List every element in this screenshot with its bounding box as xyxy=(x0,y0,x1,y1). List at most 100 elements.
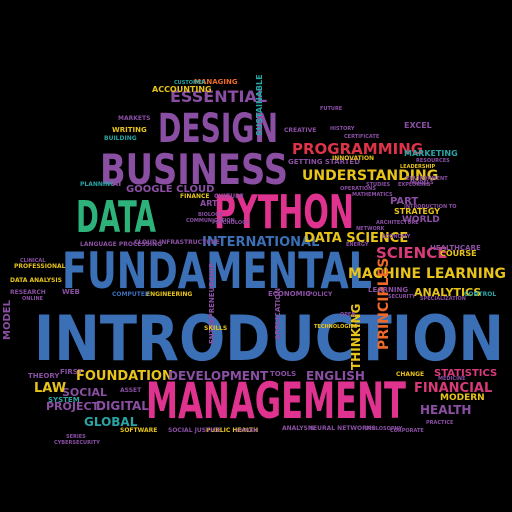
word-entrepreneurship: ENTREPRENEURSHIP xyxy=(208,263,216,344)
word-health: HEALTH xyxy=(420,403,471,417)
word-security: SECURITY xyxy=(388,294,416,300)
word-understanding: UNDERSTANDING xyxy=(302,168,438,184)
word-markets: MARKETS xyxy=(118,115,150,122)
word-python: PYTHON xyxy=(214,185,354,239)
word-certificate: CERTIFICATE xyxy=(344,134,380,140)
word-energy: ENERGY xyxy=(346,242,369,248)
word-programming: PROGRAMMING xyxy=(292,140,423,158)
word-research: RESEARCH xyxy=(10,289,46,296)
word-data: DATA xyxy=(76,192,156,243)
word-application: APPLICATION xyxy=(274,288,282,340)
word-english: ENGLISH xyxy=(306,369,365,383)
word-finance: FINANCE xyxy=(180,193,210,200)
word-part: PART xyxy=(390,196,418,207)
word-exploring: EXPLORING xyxy=(398,182,430,188)
word-planning: PLANNING xyxy=(80,181,115,188)
word-thinking: THINKING xyxy=(349,304,363,370)
word-strategy: STRATEGY xyxy=(394,207,440,216)
word-introduction: INTRODUCTION xyxy=(34,302,504,375)
word-ai: AI xyxy=(112,179,121,188)
word-world: WORLD xyxy=(402,215,440,225)
word-corporate: CORPORATE xyxy=(390,428,424,434)
word-introduction-to: INTRODUCTION TO xyxy=(404,204,457,210)
word-development: DEVELOPMENT xyxy=(168,369,269,383)
word-data-science: DATA SCIENCE xyxy=(304,231,408,246)
word-series: SERIES xyxy=(66,434,86,440)
word-resources: RESOURCES xyxy=(416,158,450,164)
word-software: SOFTWARE xyxy=(120,427,157,434)
word-web: WEB xyxy=(62,288,80,296)
word-law: LAW xyxy=(34,381,66,396)
word-studies: STUDIES xyxy=(366,182,390,188)
word-system: SYSTEM xyxy=(48,396,80,404)
word-communication: COMMUNICATION xyxy=(186,218,235,224)
word-science: SCIENCE xyxy=(376,244,447,262)
word-social-justice: SOCIAL JUSTICE xyxy=(168,427,221,434)
word-neural-networks: NEURAL NETWORKS xyxy=(308,425,376,432)
word-cloud-infrastructure: CLOUD INFRASTRUCTURE xyxy=(134,239,220,246)
word-accounting: ACCOUNTING xyxy=(152,85,212,94)
word-clinical: CLINICAL xyxy=(20,258,46,264)
word-philosophy: PHILOSOPHY xyxy=(366,426,403,432)
word-change: CHANGE xyxy=(396,371,424,378)
word-creative: CREATIVE xyxy=(284,127,316,134)
word-analytics: ANALYTICS xyxy=(414,286,481,299)
word-digital: DIGITAL xyxy=(96,399,149,413)
word-mathematics: MATHEMATICS xyxy=(352,192,393,198)
word-management: MANAGEMENT xyxy=(146,372,406,430)
word-fundamental: FUNDAMENTAL xyxy=(62,242,372,300)
word-architecture: ARCHITECTURE xyxy=(376,220,419,226)
word-first: FIRST xyxy=(60,368,83,376)
word-theory: THEORY xyxy=(28,372,60,380)
word-business: BUSINESS xyxy=(100,145,288,194)
word-public-health: PUBLIC HEALTH xyxy=(206,427,258,434)
word-asset: ASSET xyxy=(120,387,142,394)
word-customer: CUSTOMER xyxy=(174,80,205,86)
word-open: OPEN xyxy=(340,312,356,318)
word-essential: ESSENTIAL xyxy=(170,87,267,106)
word-excel: EXCEL xyxy=(404,121,432,130)
word-getting-started: GETTING STARTED xyxy=(288,158,360,166)
word-marketing: MARKETING xyxy=(404,149,458,158)
word-practice: PRACTICE xyxy=(426,420,454,426)
word-psychology: PSYCHOLOGY xyxy=(212,220,250,226)
word-medicine: MEDICINE xyxy=(438,376,466,382)
word-global: GLOBAL xyxy=(84,415,138,429)
word-project: PROJECT xyxy=(46,400,100,413)
word-building: BUILDING xyxy=(104,135,137,142)
word-managing: MANAGING xyxy=(194,78,238,86)
word-international: INTERNATIONAL xyxy=(202,235,319,250)
word-analysis: ANALYSIS xyxy=(282,425,314,432)
word-professional: PROFESSIONAL xyxy=(14,263,66,270)
word-financial: FINANCIAL xyxy=(414,381,492,396)
word-policy: POLICY xyxy=(308,291,333,298)
word-environment: ENVIRONMENT xyxy=(406,176,448,182)
word-statistics: STATISTICS xyxy=(434,368,497,379)
word-healthcare: HEALTHCARE xyxy=(430,244,481,252)
word-future: FUTURE xyxy=(320,106,343,112)
word-foundation: FOUNDATION xyxy=(76,369,173,384)
word-social: SOCIAL xyxy=(62,386,107,399)
word-technologies: TECHNOLOGIES xyxy=(314,324,358,330)
word-operations: OPERATIONS xyxy=(340,186,376,192)
word-sustainable: SUSTAINABLE xyxy=(255,74,264,136)
word-computer: COMPUTER xyxy=(112,291,150,298)
word-online: ONLINE xyxy=(22,296,44,302)
word-design: DESIGN xyxy=(158,106,278,152)
word-data-analysis: DATA ANALYSIS xyxy=(10,277,62,284)
word-history: HISTORY xyxy=(330,126,355,132)
word-cybersecurity: CYBERSECURITY xyxy=(54,440,100,446)
word-principles: PRINCIPLES xyxy=(376,258,392,350)
word-tools: TOOLS xyxy=(270,370,296,378)
word-biology: BIOLOGY xyxy=(198,212,223,218)
word-economy: ECONOMY xyxy=(382,234,411,240)
word-writing: WRITING xyxy=(112,126,147,134)
word-culture: CULTURE xyxy=(214,193,244,200)
word-specialization: SPECIALIZATION xyxy=(420,296,466,302)
word-language-processing: LANGUAGE PROCESSING xyxy=(80,241,162,248)
word-human: HUMAN xyxy=(236,428,257,434)
word-network: NETWORK xyxy=(356,226,386,232)
word-model: MODEL xyxy=(2,299,13,340)
